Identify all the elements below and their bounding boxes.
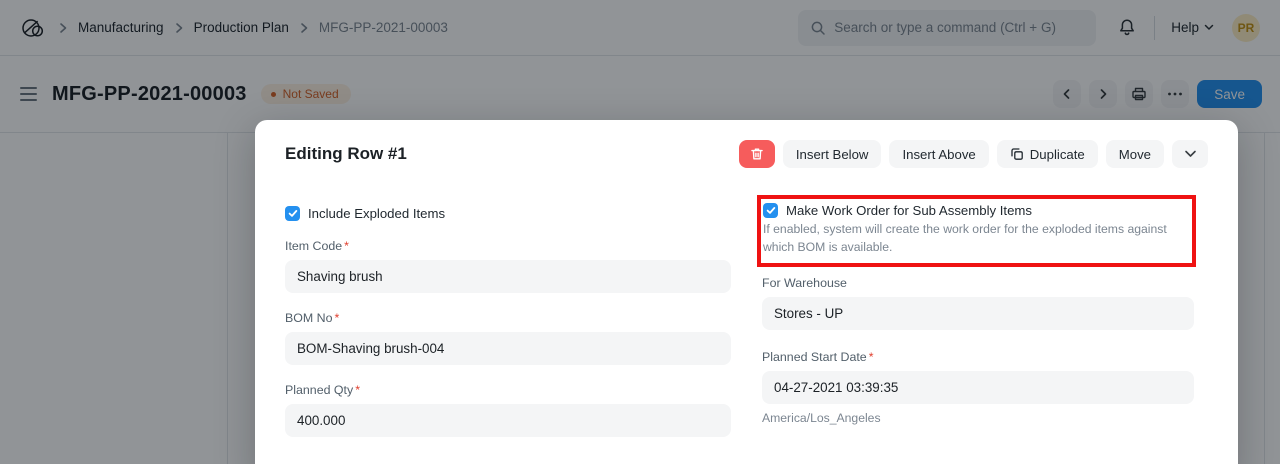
status-badge-label: Not Saved — [282, 87, 339, 101]
form-column-right: Make Work Order for Sub Assembly Items I… — [757, 193, 1196, 437]
chevron-right-icon — [1096, 87, 1110, 101]
modal-header: Editing Row #1 Insert Below Insert Above — [255, 120, 1238, 168]
trash-icon — [749, 146, 765, 162]
menu-ellipsis-button[interactable] — [1161, 80, 1190, 108]
planned-start-date-input[interactable] — [762, 371, 1194, 405]
breadcrumb-production-plan[interactable]: Production Plan — [193, 20, 289, 35]
for-warehouse-label: For Warehouse — [762, 276, 1194, 290]
delete-row-button[interactable] — [738, 140, 775, 168]
content-right-divider — [1264, 133, 1265, 464]
chevron-down-icon — [1204, 24, 1214, 31]
planned-start-date-field: Planned Start Date* America/Los_Angeles — [762, 350, 1194, 425]
item-code-label-text: Item Code — [285, 239, 343, 253]
breadcrumb: Manufacturing Production Plan MFG-PP-202… — [20, 16, 448, 40]
planned-qty-label-text: Planned Qty — [285, 383, 354, 397]
navbar: Manufacturing Production Plan MFG-PP-202… — [0, 0, 1280, 56]
search-input[interactable] — [834, 20, 1085, 35]
row-toolbar: Insert Below Insert Above Duplicate Move — [738, 140, 1208, 168]
planned-qty-input[interactable] — [285, 404, 731, 437]
global-search[interactable] — [798, 9, 1097, 46]
check-icon — [766, 206, 776, 215]
planned-start-date-label: Planned Start Date * — [762, 350, 1194, 364]
include-exploded-items-field: Include Exploded Items — [285, 206, 731, 221]
chevron-right-icon — [173, 21, 185, 35]
item-code-input[interactable] — [285, 260, 731, 293]
next-document-button[interactable] — [1089, 80, 1118, 108]
chevron-down-icon — [1184, 150, 1197, 158]
chevron-right-icon — [57, 21, 69, 35]
for-warehouse-label-text: For Warehouse — [762, 276, 847, 291]
app-logo[interactable] — [20, 16, 48, 40]
required-marker: * — [344, 239, 349, 253]
user-avatar[interactable]: PR — [1232, 13, 1260, 42]
printer-icon — [1131, 86, 1147, 102]
navbar-divider — [1154, 15, 1156, 40]
breadcrumb-manufacturing[interactable]: Manufacturing — [78, 20, 164, 35]
print-button[interactable] — [1125, 80, 1154, 108]
planned-qty-label: Planned Qty * — [285, 383, 731, 397]
page-title: MFG-PP-2021-00003 — [52, 82, 247, 105]
include-exploded-items-label[interactable]: Include Exploded Items — [308, 206, 446, 221]
page-actions: Save — [1053, 80, 1262, 108]
planned-start-date-label-text: Planned Start Date — [762, 350, 867, 365]
bom-no-input[interactable] — [285, 332, 731, 365]
status-badge: Not Saved — [260, 84, 351, 104]
check-icon — [288, 209, 298, 218]
prev-document-button[interactable] — [1053, 80, 1082, 108]
notifications-button[interactable] — [1118, 18, 1136, 37]
sidebar-toggle-icon[interactable] — [18, 83, 39, 105]
for-warehouse-field: For Warehouse — [762, 276, 1194, 331]
bom-no-label-text: BOM No — [285, 311, 333, 325]
annotation-highlight-box: Make Work Order for Sub Assembly Items I… — [757, 195, 1196, 268]
insert-below-button[interactable]: Insert Below — [782, 140, 882, 168]
bom-no-field: BOM No * — [285, 311, 731, 365]
bom-no-label: BOM No * — [285, 311, 731, 325]
sidebar-divider — [227, 133, 228, 464]
required-marker: * — [868, 350, 874, 365]
search-icon — [810, 20, 826, 36]
duplicate-label: Duplicate — [1029, 146, 1085, 162]
status-dot — [270, 91, 276, 97]
item-code-label: Item Code * — [285, 239, 731, 253]
insert-above-button[interactable]: Insert Above — [889, 140, 989, 168]
edit-row-modal: Editing Row #1 Insert Below Insert Above — [255, 120, 1238, 464]
help-menu[interactable]: Help — [1171, 20, 1214, 35]
ellipsis-icon — [1167, 92, 1183, 96]
copy-icon — [1010, 147, 1024, 161]
chevron-right-icon — [298, 21, 310, 35]
frappe-cloud-logo-icon — [20, 16, 48, 40]
save-button[interactable]: Save — [1197, 80, 1262, 108]
required-marker: * — [355, 383, 361, 397]
form-column-left: Include Exploded Items Item Code* BOM No… — [285, 193, 731, 437]
make-work-order-label[interactable]: Make Work Order for Sub Assembly Items — [786, 203, 1032, 218]
include-exploded-items-checkbox[interactable] — [285, 206, 300, 221]
planned-qty-field: Planned Qty * — [285, 383, 731, 437]
make-work-order-field: Make Work Order for Sub Assembly Items — [763, 203, 1184, 218]
row-edit-form: Include Exploded Items Item Code* BOM No… — [255, 168, 1238, 437]
timezone-label: America/Los_Angeles — [762, 411, 881, 426]
collapse-row-button[interactable] — [1172, 140, 1208, 168]
modal-title: Editing Row #1 — [285, 144, 407, 163]
help-label: Help — [1171, 20, 1199, 35]
required-marker: * — [334, 311, 340, 325]
bell-icon — [1118, 18, 1136, 37]
move-button[interactable]: Move — [1105, 140, 1164, 168]
chevron-left-icon — [1060, 87, 1074, 101]
for-warehouse-input[interactable] — [762, 297, 1194, 331]
navbar-right: Help PR — [798, 9, 1260, 46]
duplicate-button[interactable]: Duplicate — [996, 140, 1098, 168]
make-work-order-checkbox[interactable] — [763, 203, 778, 218]
item-code-field: Item Code * — [285, 239, 731, 293]
breadcrumb-current-doc: MFG-PP-2021-00003 — [318, 20, 448, 35]
make-work-order-description: If enabled, system will create the work … — [763, 222, 1167, 254]
